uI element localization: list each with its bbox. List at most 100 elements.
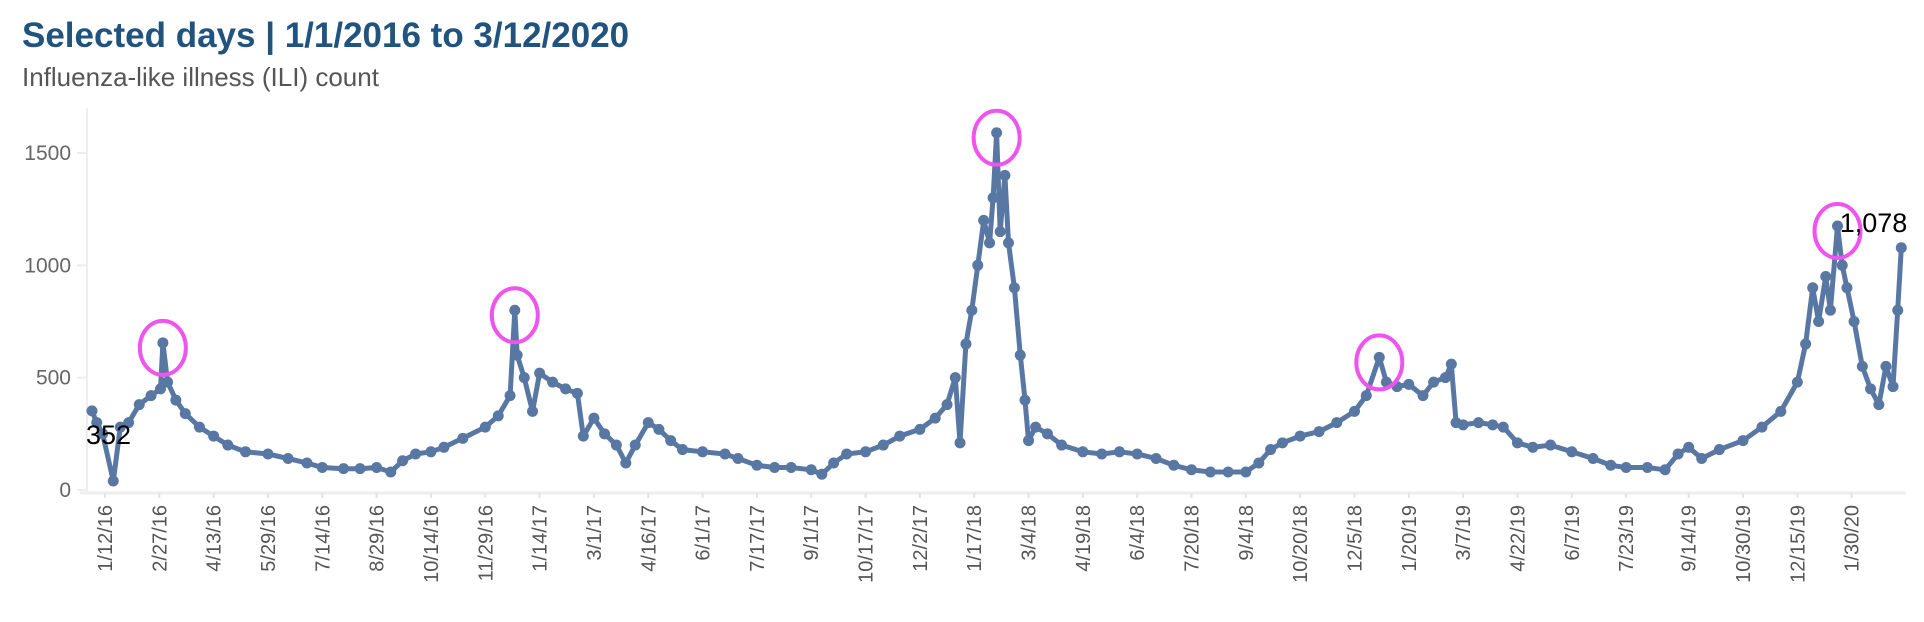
data-point[interactable] <box>805 464 817 476</box>
data-point[interactable] <box>1800 338 1812 350</box>
data-point[interactable] <box>877 439 889 451</box>
data-point[interactable] <box>133 399 145 411</box>
data-point[interactable] <box>1641 462 1653 474</box>
data-point[interactable] <box>107 475 119 487</box>
data-point[interactable] <box>1113 446 1125 458</box>
data-point[interactable] <box>1892 304 1904 316</box>
data-point[interactable] <box>1417 390 1429 402</box>
data-point[interactable] <box>1056 439 1068 451</box>
data-point[interactable] <box>240 446 252 458</box>
data-point[interactable] <box>1848 315 1860 327</box>
data-point[interactable] <box>1487 419 1499 431</box>
data-point[interactable] <box>1880 360 1892 372</box>
data-point[interactable] <box>479 421 491 433</box>
data-point[interactable] <box>1331 417 1343 429</box>
data-point[interactable] <box>1348 405 1360 417</box>
data-point[interactable] <box>1756 421 1768 433</box>
data-point[interactable] <box>894 430 906 442</box>
data-point[interactable] <box>1713 444 1725 456</box>
data-point[interactable] <box>1807 282 1819 294</box>
data-point[interactable] <box>547 376 559 388</box>
data-point[interactable] <box>1887 381 1899 393</box>
data-point[interactable] <box>1841 282 1853 294</box>
data-point[interactable] <box>751 459 763 471</box>
data-point[interactable] <box>1403 378 1415 390</box>
data-point[interactable] <box>1041 428 1053 440</box>
data-point[interactable] <box>653 423 665 435</box>
data-point[interactable] <box>162 376 174 388</box>
data-point[interactable] <box>114 421 126 433</box>
data-point[interactable] <box>1620 462 1632 474</box>
data-point[interactable] <box>1204 466 1216 478</box>
data-point[interactable] <box>1824 304 1836 316</box>
data-point[interactable] <box>1791 376 1803 388</box>
data-point[interactable] <box>941 399 953 411</box>
data-point[interactable] <box>1002 237 1014 249</box>
data-point[interactable] <box>785 462 797 474</box>
data-point[interactable] <box>1186 464 1198 476</box>
data-point[interactable] <box>1168 459 1180 471</box>
data-point[interactable] <box>154 383 166 395</box>
data-point[interactable] <box>371 462 383 474</box>
data-point[interactable] <box>1605 459 1617 471</box>
data-point[interactable] <box>1527 441 1539 453</box>
data-point[interactable] <box>438 441 450 453</box>
data-point[interactable] <box>620 457 632 469</box>
data-point[interactable] <box>86 405 98 417</box>
data-point[interactable] <box>1865 383 1877 395</box>
data-point[interactable] <box>577 430 589 442</box>
data-point[interactable] <box>282 453 294 465</box>
data-point[interactable] <box>492 410 504 422</box>
data-point[interactable] <box>385 466 397 478</box>
data-point[interactable] <box>1360 390 1372 402</box>
data-point[interactable] <box>1253 457 1265 469</box>
data-point[interactable] <box>816 468 828 480</box>
data-point[interactable] <box>1276 437 1288 449</box>
data-point[interactable] <box>1030 421 1042 433</box>
data-point[interactable] <box>972 259 984 271</box>
data-point[interactable] <box>534 367 546 379</box>
data-point[interactable] <box>1587 453 1599 465</box>
data-point[interactable] <box>425 446 437 458</box>
data-point[interactable] <box>719 448 731 460</box>
data-point[interactable] <box>1659 464 1671 476</box>
data-point[interactable] <box>91 417 103 429</box>
data-point[interactable] <box>588 412 600 424</box>
data-point[interactable] <box>571 387 583 399</box>
data-point[interactable] <box>697 446 709 458</box>
data-point[interactable] <box>994 226 1006 238</box>
data-point[interactable] <box>599 428 611 440</box>
data-point[interactable] <box>1511 437 1523 449</box>
data-point[interactable] <box>1472 417 1484 429</box>
data-point[interactable] <box>262 448 274 460</box>
data-point[interactable] <box>860 446 872 458</box>
data-point[interactable] <box>1445 358 1457 370</box>
data-point[interactable] <box>157 337 169 349</box>
data-point[interactable] <box>1294 430 1306 442</box>
data-point[interactable] <box>457 432 469 444</box>
data-point[interactable] <box>949 372 961 384</box>
data-point[interactable] <box>208 430 220 442</box>
data-point[interactable] <box>511 349 523 361</box>
data-point[interactable] <box>1832 220 1844 232</box>
data-point[interactable] <box>1566 446 1578 458</box>
data-point[interactable] <box>1737 435 1749 447</box>
data-point[interactable] <box>960 338 972 350</box>
data-point[interactable] <box>984 237 996 249</box>
data-point[interactable] <box>1873 399 1885 411</box>
data-point[interactable] <box>1240 466 1252 478</box>
data-point[interactable] <box>1497 421 1509 433</box>
data-point[interactable] <box>1428 376 1440 388</box>
data-point[interactable] <box>769 462 781 474</box>
data-point[interactable] <box>97 428 109 440</box>
data-point[interactable] <box>1696 453 1708 465</box>
data-point[interactable] <box>397 455 409 467</box>
data-point[interactable] <box>1457 419 1469 431</box>
data-point[interactable] <box>1439 372 1451 384</box>
data-point[interactable] <box>410 448 422 460</box>
data-point[interactable] <box>1008 282 1020 294</box>
data-point[interactable] <box>978 214 990 226</box>
data-point[interactable] <box>560 383 572 395</box>
data-point[interactable] <box>1545 439 1557 451</box>
data-point[interactable] <box>610 439 622 451</box>
